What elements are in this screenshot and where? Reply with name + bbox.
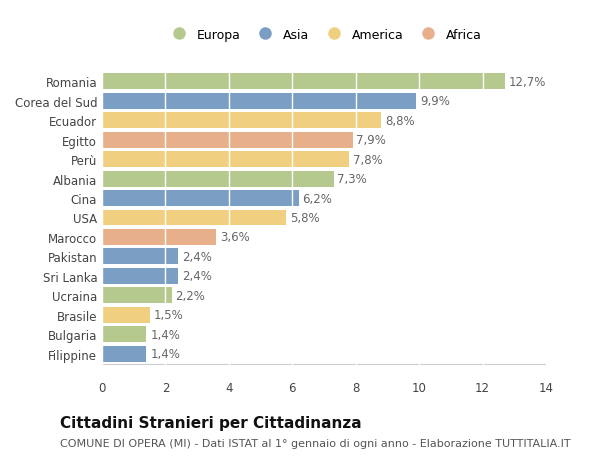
Text: COMUNE DI OPERA (MI) - Dati ISTAT al 1° gennaio di ogni anno - Elaborazione TUTT: COMUNE DI OPERA (MI) - Dati ISTAT al 1° … <box>60 438 571 448</box>
Text: 12,7%: 12,7% <box>509 76 546 89</box>
Bar <box>102 94 416 109</box>
Text: 7,9%: 7,9% <box>356 134 386 147</box>
Text: 1,5%: 1,5% <box>154 309 183 322</box>
Text: 1,4%: 1,4% <box>150 347 180 360</box>
Legend: Europa, Asia, America, Africa: Europa, Asia, America, Africa <box>163 25 485 45</box>
Bar <box>102 269 178 284</box>
Bar <box>102 74 505 90</box>
Text: Cittadini Stranieri per Cittadinanza: Cittadini Stranieri per Cittadinanza <box>60 415 362 431</box>
Text: 5,8%: 5,8% <box>290 212 319 224</box>
Text: 7,3%: 7,3% <box>337 173 367 185</box>
Text: 8,8%: 8,8% <box>385 114 415 127</box>
Bar <box>102 171 334 187</box>
Bar <box>102 132 353 148</box>
Text: 6,2%: 6,2% <box>302 192 332 205</box>
Text: 1,4%: 1,4% <box>150 328 180 341</box>
Bar <box>102 288 172 304</box>
Text: 3,6%: 3,6% <box>220 231 250 244</box>
Bar <box>102 152 349 168</box>
Bar <box>102 230 216 246</box>
Text: 7,8%: 7,8% <box>353 153 383 166</box>
Text: 9,9%: 9,9% <box>420 95 449 108</box>
Text: 2,2%: 2,2% <box>176 289 205 302</box>
Bar <box>102 307 149 323</box>
Bar <box>102 210 286 226</box>
Bar <box>102 190 299 207</box>
Text: 2,4%: 2,4% <box>182 251 212 263</box>
Bar <box>102 113 381 129</box>
Bar <box>102 327 146 342</box>
Bar <box>102 249 178 265</box>
Bar <box>102 346 146 362</box>
Text: 2,4%: 2,4% <box>182 270 212 283</box>
